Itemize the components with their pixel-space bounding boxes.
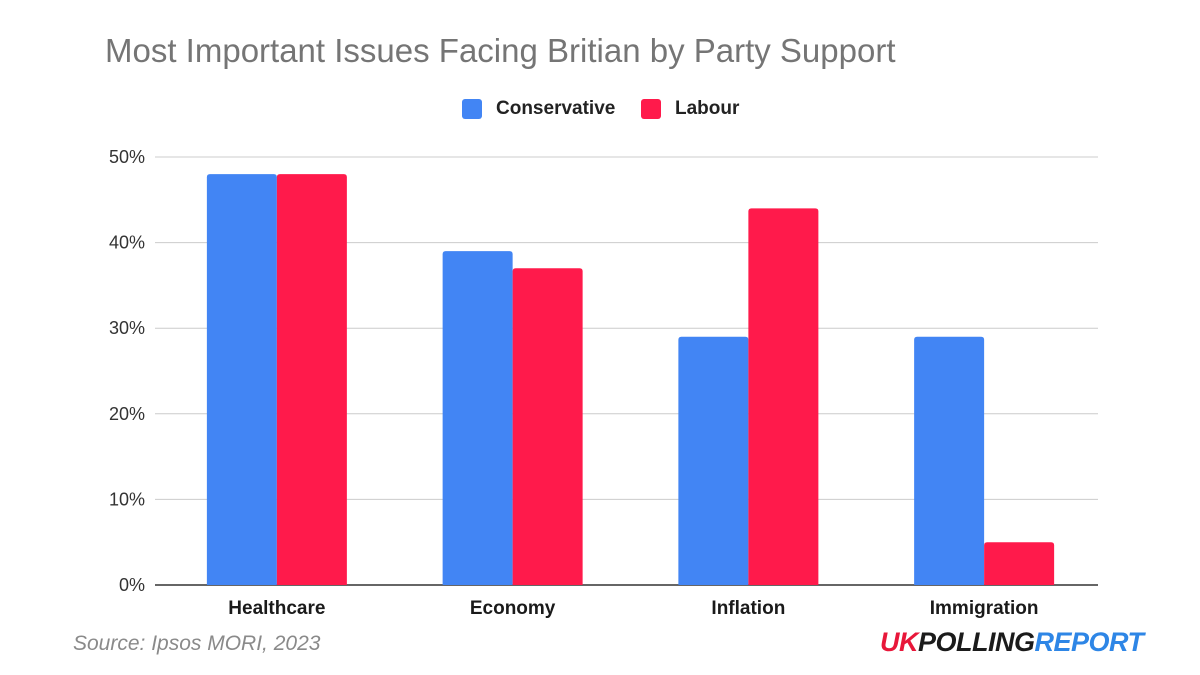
bar-conservative — [442, 251, 513, 585]
y-tick-label: 30% — [109, 318, 145, 338]
bar-labour — [984, 542, 1055, 585]
bar-labour — [276, 174, 347, 585]
x-tick-label: Healthcare — [228, 598, 325, 619]
y-tick-label: 10% — [109, 489, 145, 509]
legend-label-labour: Labour — [675, 98, 740, 119]
legend-label-conservative: Conservative — [496, 98, 616, 119]
brand-logo-part-polling: POLLING — [918, 627, 1035, 657]
brand-logo-part-uk: UK — [880, 627, 919, 657]
y-tick-label: 0% — [119, 575, 145, 595]
bar-conservative — [914, 336, 985, 585]
brand-logo-part-report: REPORT — [1034, 627, 1145, 657]
bar-conservative — [678, 336, 749, 585]
y-tick-label: 40% — [109, 233, 145, 253]
bar-conservative — [206, 174, 277, 585]
x-tick-label: Economy — [470, 598, 556, 619]
bar-labour — [748, 208, 819, 586]
x-tick-label: Immigration — [930, 598, 1039, 619]
y-tick-label: 50% — [109, 147, 145, 167]
legend-item-labour: Labour — [641, 96, 739, 122]
chart-legend: Conservative Labour — [0, 96, 1200, 122]
x-tick-label: Inflation — [711, 598, 785, 619]
bar-labour — [512, 268, 583, 585]
brand-logo: UKPOLLINGREPORT — [880, 627, 1144, 658]
legend-item-conservative: Conservative — [462, 96, 615, 122]
legend-swatch-labour — [641, 99, 661, 119]
legend-swatch-conservative — [462, 99, 482, 119]
source-note: Source: Ipsos MORI, 2023 — [73, 632, 321, 655]
chart-title: Most Important Issues Facing Britian by … — [105, 32, 896, 69]
y-tick-label: 20% — [109, 404, 145, 424]
